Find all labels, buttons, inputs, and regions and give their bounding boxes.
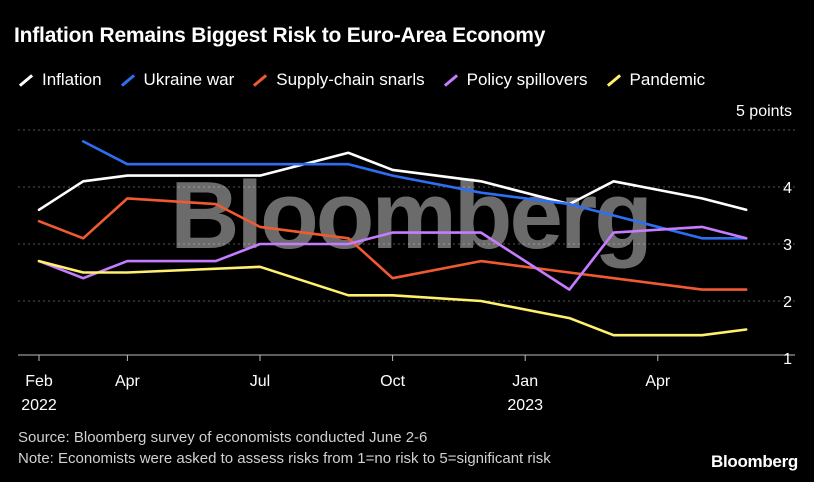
legend-label-ukraine-war: Ukraine war bbox=[143, 70, 235, 89]
legend-item-policy-spillovers: Policy spillovers bbox=[443, 70, 588, 90]
x-tick-label: Oct bbox=[380, 373, 405, 390]
x-tick-label: Jul bbox=[250, 373, 270, 390]
legend-label-inflation: Inflation bbox=[42, 70, 102, 89]
x-tick-year-label: 2023 bbox=[507, 397, 543, 414]
legend: Inflation Ukraine war Supply-chain snarl… bbox=[18, 70, 723, 90]
chart-title: Inflation Remains Biggest Risk to Euro-A… bbox=[14, 24, 546, 47]
legend-item-inflation: Inflation bbox=[18, 70, 102, 90]
series-line-ukraine-war bbox=[81, 140, 748, 240]
legend-item-supply-chain: Supply-chain snarls bbox=[252, 70, 425, 90]
legend-item-ukraine-war: Ukraine war bbox=[120, 70, 235, 90]
x-tick-label: Apr bbox=[645, 373, 671, 390]
x-tick-label: Jan bbox=[512, 373, 538, 390]
y-tick-label: 2 bbox=[783, 294, 792, 311]
legend-label-policy-spillovers: Policy spillovers bbox=[466, 70, 588, 89]
legend-label-supply-chain: Supply-chain snarls bbox=[276, 70, 425, 89]
series-line-policy-spillovers bbox=[37, 225, 748, 291]
y-axis-unit-label: 5 points bbox=[736, 103, 792, 120]
x-tick-year-label: 2022 bbox=[21, 397, 57, 414]
y-tick-label: 1 bbox=[783, 351, 792, 368]
x-tick-label: Apr bbox=[115, 373, 141, 390]
series-line-pandemic bbox=[37, 259, 748, 337]
legend-label-pandemic: Pandemic bbox=[629, 70, 706, 89]
series-line-inflation bbox=[37, 151, 748, 212]
x-tick-label: Feb bbox=[25, 373, 53, 390]
bloomberg-logo: Bloomberg bbox=[710, 452, 798, 471]
methodology-note: Note: Economists were asked to assess ri… bbox=[18, 450, 551, 467]
y-tick-label: 3 bbox=[783, 237, 792, 254]
y-tick-label: 4 bbox=[783, 180, 792, 197]
series-line-supply-chain-snarls bbox=[37, 197, 748, 291]
legend-item-pandemic: Pandemic bbox=[606, 70, 706, 90]
source-note: Source: Bloomberg survey of economists c… bbox=[18, 429, 428, 446]
